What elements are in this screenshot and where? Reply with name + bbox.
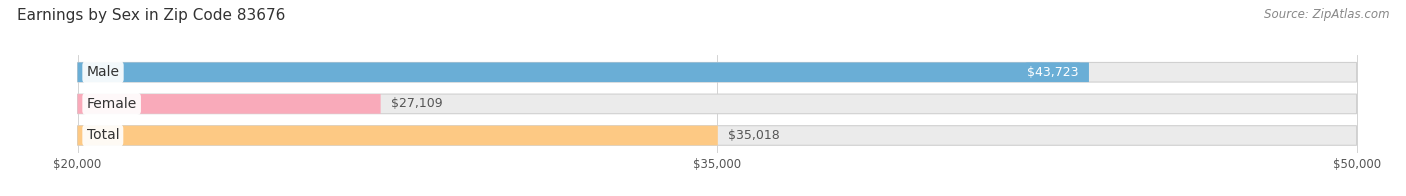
FancyBboxPatch shape: [77, 63, 1090, 82]
Text: Total: Total: [87, 129, 120, 142]
Text: $27,109: $27,109: [391, 97, 443, 110]
FancyBboxPatch shape: [77, 126, 1357, 145]
FancyBboxPatch shape: [77, 126, 718, 145]
FancyBboxPatch shape: [77, 94, 1357, 114]
Text: $43,723: $43,723: [1028, 66, 1078, 79]
Text: Female: Female: [87, 97, 136, 111]
Text: Earnings by Sex in Zip Code 83676: Earnings by Sex in Zip Code 83676: [17, 8, 285, 23]
FancyBboxPatch shape: [77, 63, 1357, 82]
Text: Male: Male: [87, 65, 120, 79]
FancyBboxPatch shape: [77, 94, 381, 114]
Text: Source: ZipAtlas.com: Source: ZipAtlas.com: [1264, 8, 1389, 21]
Text: $35,018: $35,018: [728, 129, 780, 142]
